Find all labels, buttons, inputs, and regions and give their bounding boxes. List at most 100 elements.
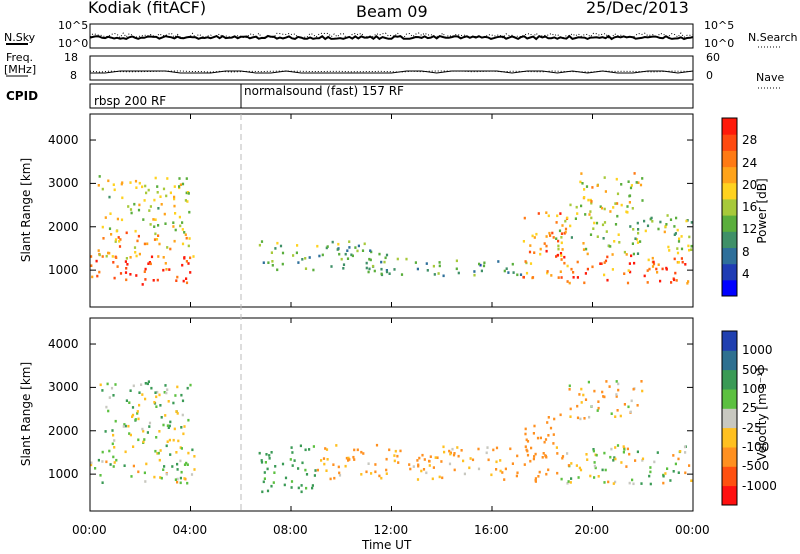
heatmap-cell [580, 204, 583, 208]
heatmap-cell [615, 393, 618, 396]
heatmap-cell [385, 468, 388, 472]
heatmap-cell [156, 185, 159, 188]
heatmap-cell [329, 477, 332, 481]
heatmap-cell [284, 476, 288, 480]
heatmap-cell [125, 267, 128, 270]
heatmap-cell [385, 269, 388, 272]
heatmap-cell [688, 235, 691, 239]
heatmap-cell [544, 438, 548, 441]
heatmap-cell [143, 471, 146, 475]
heatmap-cell [575, 205, 578, 209]
heatmap-cell [142, 218, 145, 221]
heatmap-cell [550, 274, 553, 277]
heatmap-cell [138, 181, 141, 185]
heatmap-cell [165, 444, 168, 448]
heatmap-cell [115, 256, 118, 259]
heatmap-cell [101, 187, 104, 191]
heatmap-cell [566, 280, 569, 283]
x-tick-label: 08:00 [273, 523, 308, 537]
heatmap-cell [179, 183, 182, 186]
heatmap-cell [105, 460, 108, 464]
heatmap-cell [159, 449, 162, 452]
heatmap-cell [529, 244, 532, 247]
heatmap-cell [569, 415, 572, 418]
heatmap-cell [657, 227, 660, 231]
heatmap-cell [185, 260, 188, 263]
heatmap-cell [532, 432, 535, 435]
heatmap-cell [156, 191, 159, 194]
heatmap-cell [290, 446, 293, 449]
heatmap-cell [623, 448, 626, 451]
heatmap-cell [174, 212, 177, 215]
heatmap-cell [456, 446, 459, 449]
heatmap-cell [107, 409, 110, 413]
heatmap-cell [612, 459, 615, 462]
colorbar-swatch [722, 485, 737, 506]
heatmap-cell [643, 274, 646, 278]
nsky-series-line [89, 34, 694, 41]
heatmap-cell [601, 390, 604, 394]
heatmap-cell [525, 438, 528, 442]
heatmap-cell [635, 181, 638, 184]
heatmap-cell [186, 386, 189, 390]
heatmap-cell [576, 276, 579, 279]
heatmap-cell [173, 197, 176, 201]
heatmap-cell [148, 261, 151, 264]
heatmap-cell [586, 267, 589, 271]
heatmap-cell [632, 252, 635, 256]
heatmap-cell [533, 424, 536, 428]
heatmap-cell [577, 476, 580, 479]
heatmap-cell [399, 449, 402, 453]
heatmap-cell [133, 202, 136, 206]
cpid-label: CPID [6, 89, 39, 103]
heatmap-cell [169, 191, 172, 195]
nsearch-tick-top: 10^5 [704, 19, 735, 32]
heatmap-cell [155, 405, 158, 408]
heatmap-cell [185, 281, 189, 285]
heatmap-cell [354, 246, 357, 249]
heatmap-cell [549, 426, 553, 430]
heatmap-cell [615, 380, 618, 383]
heatmap-cell [559, 270, 562, 273]
heatmap-cell [144, 480, 147, 483]
heatmap-cell [134, 179, 138, 183]
heatmap-cell [613, 456, 616, 459]
heatmap-cell [181, 228, 184, 231]
heatmap-cell [549, 234, 552, 237]
heatmap-cell [582, 242, 585, 245]
heatmap-cell [556, 254, 559, 257]
heatmap-cell [180, 470, 183, 474]
colorbar-swatch [722, 182, 737, 200]
heatmap-cell [141, 185, 144, 189]
heatmap-cell [368, 257, 371, 261]
heatmap-cell [260, 461, 264, 464]
heatmap-cell [469, 457, 472, 460]
heatmap-cell [273, 471, 276, 474]
heatmap-cell [597, 406, 600, 410]
heatmap-cell [586, 252, 589, 256]
heatmap-cell [119, 272, 123, 275]
heatmap-cell [176, 275, 179, 279]
colorbar-swatch [722, 134, 737, 151]
heatmap-cell [590, 216, 593, 220]
heatmap-cell [556, 471, 559, 475]
heatmap-cell [628, 262, 631, 265]
heatmap-cell [164, 384, 167, 387]
velocity-colorbar-tick-label: -500 [742, 459, 770, 474]
heatmap-cell [653, 460, 656, 464]
heatmap-cell [690, 248, 693, 251]
heatmap-cell [388, 272, 391, 275]
heatmap-cell [393, 459, 396, 463]
heatmap-cell [141, 427, 144, 431]
heatmap-cell [478, 262, 481, 266]
heatmap-cell [687, 280, 690, 283]
heatmap-cell [107, 251, 110, 255]
heatmap-cell [154, 218, 157, 221]
heatmap-cell [180, 393, 183, 397]
heatmap-cell [125, 399, 128, 402]
heatmap-cell [167, 400, 170, 403]
heatmap-cell [614, 223, 618, 226]
colorbar-swatch [722, 466, 737, 487]
heatmap-cell [165, 194, 168, 198]
heatmap-cell [187, 451, 190, 455]
